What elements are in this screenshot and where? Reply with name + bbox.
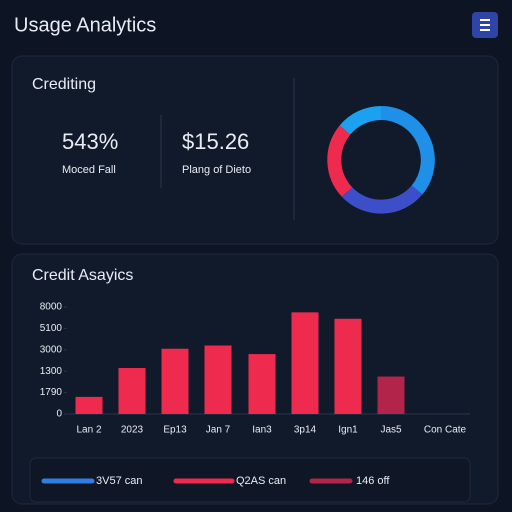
legend-label: Q2AS can — [236, 475, 286, 487]
y-tick-label: 8000 — [40, 302, 63, 313]
stat-label: Moced Fall — [62, 164, 116, 176]
bar — [204, 345, 232, 414]
y-tick-label: 1790 — [40, 387, 63, 398]
donut-segment — [380, 106, 435, 195]
x-tick-label: Jan 7 — [206, 425, 231, 436]
x-tick-label: Ep13 — [163, 425, 187, 436]
bar — [291, 312, 319, 414]
x-tick-label: Lan 2 — [76, 425, 101, 436]
chart-title: Credit Asayics — [32, 267, 133, 284]
bar — [161, 348, 189, 414]
donut-segment — [327, 125, 353, 197]
y-tick-label: 3000 — [40, 344, 63, 355]
bar — [118, 367, 146, 414]
menu-button[interactable] — [472, 12, 498, 38]
x-tick-label: 3p14 — [294, 425, 317, 436]
bar — [377, 376, 405, 414]
stat-value: 543% — [62, 129, 118, 154]
legend-label: 3V57 can — [96, 475, 142, 487]
card-title: Crediting — [32, 76, 96, 93]
y-tick-label: 5100 — [40, 323, 63, 334]
y-tick-label: 0 — [56, 409, 62, 420]
stat-label: Plang of Dieto — [182, 164, 251, 176]
bar — [248, 354, 276, 414]
donut — [327, 106, 435, 214]
y-tick-label: 1300 — [40, 366, 63, 377]
x-tick-label: 2023 — [121, 425, 144, 436]
legend-label: 146 off — [356, 475, 390, 487]
x-tick-label: Ian3 — [252, 425, 272, 436]
x-tick-label: Con Cate — [424, 425, 467, 436]
page-title: Usage Analytics — [14, 14, 156, 36]
bar — [334, 318, 362, 414]
donut-segment — [339, 106, 382, 135]
stat-value: $15.26 — [182, 129, 249, 154]
bar — [75, 396, 103, 414]
summary-card — [11, 55, 499, 245]
x-tick-label: Ign1 — [338, 425, 358, 436]
x-tick-label: Jas5 — [380, 425, 402, 436]
donut-segment — [341, 185, 423, 214]
legend-box — [29, 457, 471, 503]
